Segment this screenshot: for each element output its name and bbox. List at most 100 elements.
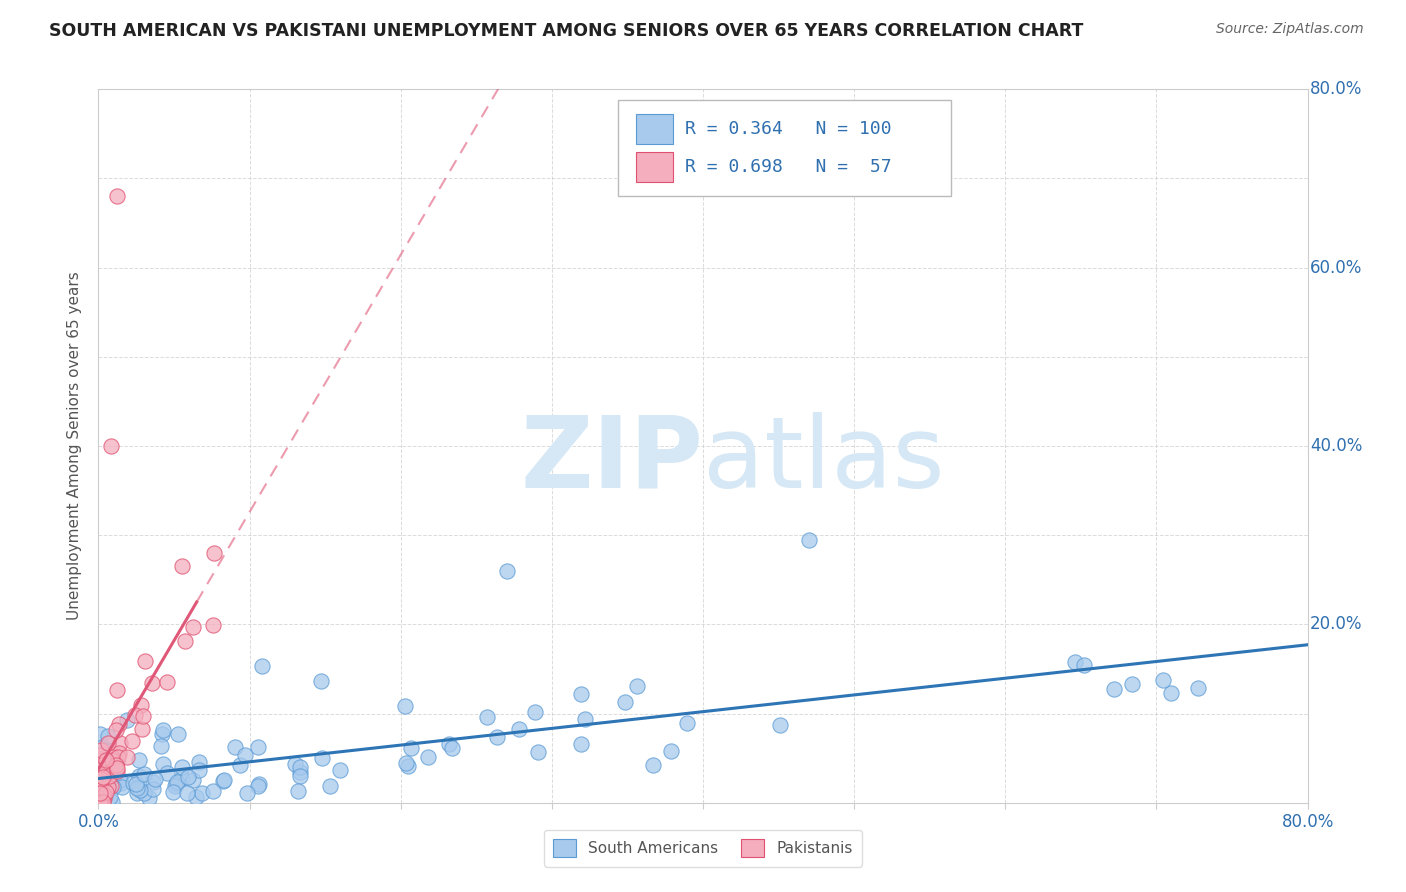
Point: [288, 768, 311, 782]
Point: [152, 727, 174, 741]
Point: [290, 759, 312, 773]
Point: [125, 781, 148, 796]
Point: [132, 786, 155, 800]
Point: [676, 716, 699, 731]
Point: [93, 776, 115, 790]
Point: [105, 754, 128, 768]
Text: Source: ZipAtlas.com: Source: ZipAtlas.com: [1216, 22, 1364, 37]
Point: [103, 780, 125, 794]
Point: [94, 753, 117, 767]
Point: [440, 740, 463, 755]
Point: [94, 768, 117, 782]
Point: [1063, 655, 1085, 669]
Point: [142, 782, 165, 797]
Point: [93, 765, 115, 780]
Point: [181, 620, 204, 634]
Point: [89, 786, 111, 800]
Point: [156, 766, 179, 780]
Point: [769, 718, 792, 732]
Point: [98, 770, 121, 784]
Point: [131, 709, 153, 723]
Point: [626, 679, 648, 693]
Point: [94, 762, 117, 776]
Point: [110, 776, 132, 790]
Point: [138, 790, 160, 805]
Point: [107, 749, 129, 764]
Point: [252, 658, 274, 673]
Point: [143, 772, 166, 786]
Point: [309, 674, 332, 689]
Point: [124, 708, 146, 723]
Point: [170, 559, 193, 574]
Point: [212, 772, 235, 787]
Point: [229, 757, 252, 772]
Point: [181, 772, 204, 787]
Point: [163, 779, 186, 793]
Point: [1187, 681, 1209, 696]
Point: [101, 753, 124, 767]
Point: [98, 790, 121, 805]
Point: [246, 740, 269, 755]
Point: [569, 737, 592, 751]
Point: [659, 744, 682, 758]
Point: [105, 761, 128, 775]
Point: [124, 777, 146, 791]
Point: [202, 546, 225, 560]
Text: 20.0%: 20.0%: [1310, 615, 1362, 633]
Text: 40.0%: 40.0%: [1310, 437, 1362, 455]
Point: [91, 770, 114, 784]
Point: [184, 790, 207, 805]
Point: [100, 779, 122, 793]
Bar: [637, 152, 672, 182]
Point: [91, 793, 114, 807]
Bar: [637, 114, 672, 145]
Point: [100, 750, 122, 764]
Point: [613, 695, 636, 709]
Point: [166, 727, 188, 741]
Point: [152, 723, 174, 738]
Point: [319, 780, 342, 794]
Point: [211, 774, 233, 789]
Point: [134, 766, 156, 780]
Point: [129, 698, 152, 712]
Point: [156, 675, 179, 690]
Point: [97, 730, 120, 744]
Point: [104, 723, 127, 737]
Point: [569, 687, 592, 701]
Point: [1102, 682, 1125, 697]
Point: [176, 786, 198, 800]
Point: [100, 762, 122, 776]
Point: [93, 756, 115, 771]
Point: [89, 747, 111, 762]
Point: [105, 189, 128, 203]
Text: R = 0.364   N = 100: R = 0.364 N = 100: [685, 120, 891, 138]
Point: [165, 777, 187, 791]
Text: 80.0%: 80.0%: [1310, 80, 1362, 98]
Point: [797, 533, 820, 547]
Point: [101, 795, 124, 809]
Point: [89, 776, 111, 790]
Point: [246, 779, 269, 793]
Point: [115, 750, 138, 764]
Point: [233, 748, 256, 763]
Point: [1152, 673, 1174, 687]
Point: [477, 710, 499, 724]
Point: [97, 736, 120, 750]
Point: [89, 768, 111, 782]
Point: [100, 439, 122, 453]
Point: [105, 764, 128, 778]
Text: SOUTH AMERICAN VS PAKISTANI UNEMPLOYMENT AMONG SENIORS OVER 65 YEARS CORRELATION: SOUTH AMERICAN VS PAKISTANI UNEMPLOYMENT…: [49, 22, 1084, 40]
Point: [1121, 676, 1143, 690]
Point: [495, 564, 517, 578]
Point: [141, 676, 163, 690]
Point: [89, 727, 111, 741]
Point: [97, 768, 120, 782]
Point: [100, 761, 122, 775]
Point: [416, 750, 439, 764]
Point: [170, 771, 193, 785]
Point: [115, 713, 138, 727]
Point: [166, 775, 188, 789]
Point: [89, 795, 111, 809]
Point: [131, 722, 153, 736]
Point: [105, 758, 128, 772]
